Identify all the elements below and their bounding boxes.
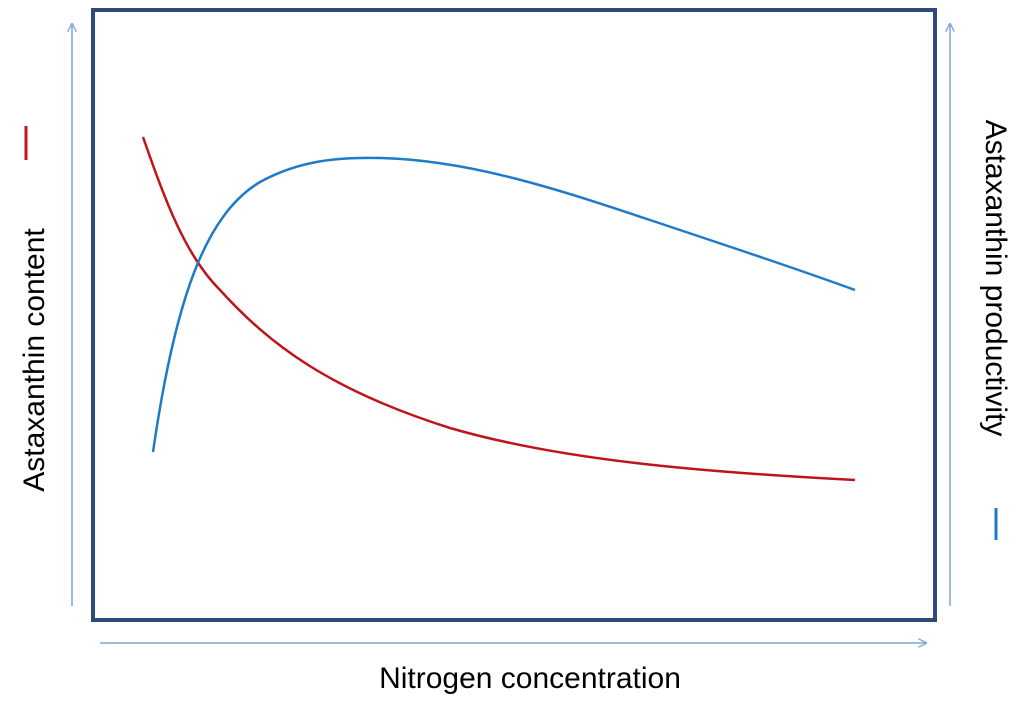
plot-frame xyxy=(91,8,937,622)
right-axis-label: Astaxanthin productivity xyxy=(979,120,1012,437)
x-axis-label: Nitrogen concentration xyxy=(379,662,681,695)
productivity-curve xyxy=(151,156,856,453)
left-axis-label: Astaxanthin content xyxy=(18,228,51,492)
content-curve xyxy=(141,136,856,482)
